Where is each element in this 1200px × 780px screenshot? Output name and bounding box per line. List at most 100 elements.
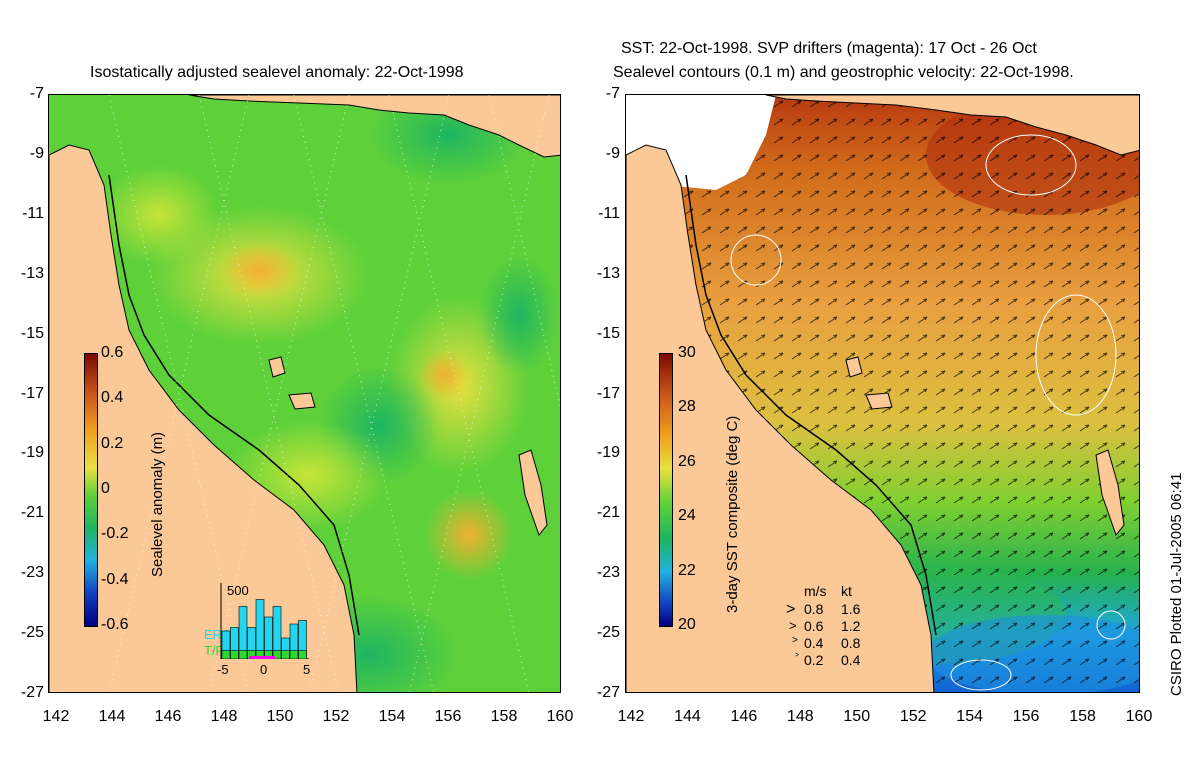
right-y-tick: -27 [596,684,620,701]
right-y-tick: -21 [596,504,620,522]
right-x-tick: 156 [1012,708,1040,725]
right-y-tick: -23 [596,564,620,582]
histogram-x-tick: -5 [217,662,229,677]
legend-ms-value: 0.4 [804,635,824,651]
right-x-tick: 144 [674,708,701,725]
right-y-tick: -25 [596,624,620,642]
right-x-tick: 152 [899,708,927,725]
sealevel-contours [730,134,1126,691]
left-y-tick: -27 [20,684,44,701]
left-x-tick: 144 [98,708,126,725]
legend-header-kt: kt [841,583,852,599]
left-y-tick: -25 [20,624,44,642]
right-x-tick: 158 [1069,708,1096,725]
left-panel-title: Isostatically adjusted sealevel anomaly:… [90,64,464,81]
legend-kt-value: 0.8 [841,635,861,651]
tp-bar [281,650,290,659]
ers2-bar [255,599,265,659]
ers2-bar [272,606,282,659]
ers2-bar [238,606,248,659]
left-y-tick: -21 [20,504,44,522]
ers2-bar [247,627,256,659]
left-x-tick: 152 [322,708,350,725]
colorbar-tick: 0.2 [101,434,124,452]
credit-text: CSIRO Plotted 01-Jul-2005 06:41 [1168,472,1185,696]
legend-kt-value: 1.2 [841,618,861,634]
ers2-bar [264,616,273,659]
velocity-arrow-icon: > [786,601,796,618]
histogram-ymax: 500 [227,583,249,598]
left-x-tick: 156 [434,708,462,725]
colorbar-tick: 28 [678,398,696,416]
left-x-tick: 142 [42,708,70,725]
ers2-bar [281,637,290,659]
colorbar-tick: 20 [678,616,696,633]
ers2-bar [298,620,307,659]
sla-colorbar [84,353,98,627]
legend-tp: T/P [204,643,225,658]
right-x-tick: 154 [956,708,983,725]
tp-bar [230,650,239,659]
left-y-tick: -15 [20,324,44,342]
sst-map [626,95,1139,692]
colorbar-tick: 26 [678,452,696,470]
colorbar-tick: 0.4 [101,389,124,407]
histogram-x-tick: 0 [260,662,268,677]
colorbar-tick: 22 [678,561,696,579]
right-y-tick: -11 [598,204,620,222]
track-histogram: 500 ERS-2 T/P -5 0 5 [204,583,319,683]
right-y-tick: -9 [605,144,620,162]
left-y-tick: -19 [20,444,44,462]
right-map: 30 28 26 24 22 20 3-day SST composite (deg C)… [625,94,1140,693]
sla-colorbar-label: Sealevel anomaly (m) [149,431,166,577]
right-y-tick: -7 [605,85,620,102]
land-png [188,95,560,158]
ers2-bar [289,623,299,659]
legend-ms-value: 0.8 [804,601,824,617]
left-y-tick: -17 [20,384,44,402]
legend-kt-value: 0.4 [841,652,861,668]
right-x-tick: 150 [843,708,871,725]
legend-kt-value: 1.6 [841,601,861,617]
sst-colorbar-label: 3-day SST composite (deg C) [724,415,741,613]
tp-bar [289,650,299,659]
sst-colorbar [659,353,673,627]
right-y-tick: -19 [596,444,620,462]
right-y-tick: -13 [596,264,620,282]
drifter-bar [249,656,275,659]
tp-bar [298,650,307,659]
colorbar-tick: 24 [678,507,696,525]
velocity-arrow-icon: > [795,652,800,659]
left-x-tick: 160 [546,708,574,725]
colorbar-tick: 0.6 [101,344,124,361]
colorbar-tick: 30 [678,344,696,361]
right-x-tick: 148 [786,708,814,725]
histogram-x-tick: 5 [303,662,311,677]
left-y-tick: -9 [29,144,44,162]
right-x-tick: 160 [1125,708,1153,725]
legend-ms-value: 0.6 [804,618,824,634]
colorbar-tick: -0.4 [101,570,129,588]
left-y-tick: -11 [22,204,44,222]
left-y-tick: -13 [20,264,44,282]
legend-header-ms: m/s [804,583,827,599]
left-x-tick: 158 [490,708,518,725]
right-x-tick: 146 [730,708,758,725]
velocity-arrow-icon: > [789,618,797,633]
right-y-tick: -17 [596,384,620,402]
colorbar-tick: 0 [101,480,110,497]
colorbar-tick: -0.2 [101,525,129,543]
right-x-tick: 142 [617,708,645,725]
right-panel-title-line2: Sealevel contours (0.1 m) and geostrophi… [613,64,1074,81]
land-png [765,95,1139,156]
left-map: 0.6 0.4 0.2 0 -0.2 -0.4 -0.6 Sealevel anomaly … [48,94,561,693]
land-australia [626,144,935,692]
left-y-tick: -23 [20,564,44,582]
tp-bar [221,650,231,659]
land-australia [49,144,358,692]
legend-ms-value: 0.2 [804,652,824,668]
right-y-tick: -15 [596,324,620,342]
ers2-bar [230,627,239,659]
colorbar-tick: -0.6 [101,616,129,633]
right-panel-title-line1: SST: 22-Oct-1998. SVP drifters (magenta)… [621,40,1037,57]
